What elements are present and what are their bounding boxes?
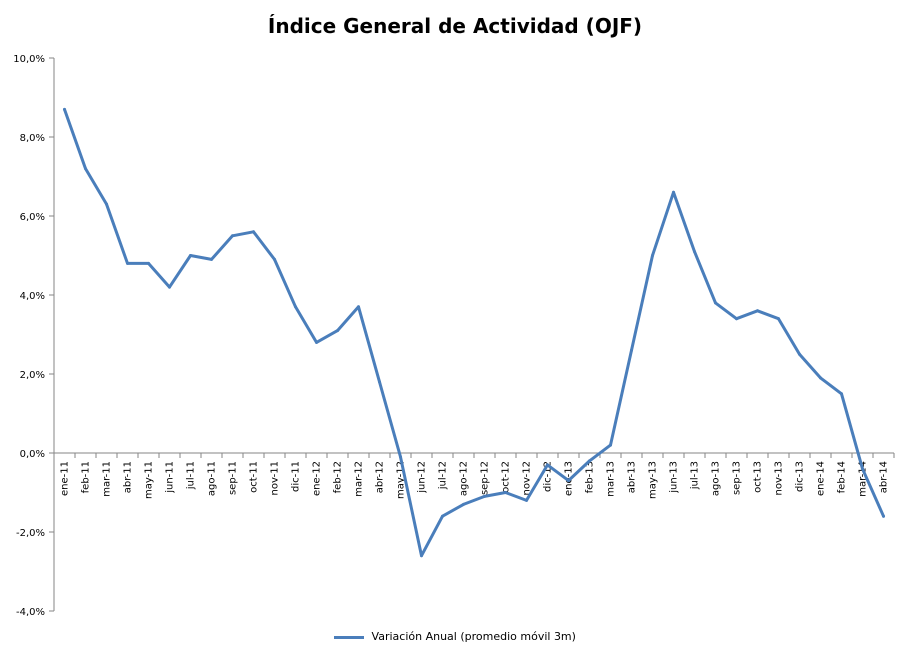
data-point	[357, 305, 360, 309]
x-tick-label: oct-11	[249, 461, 260, 493]
data-point	[126, 261, 129, 265]
x-tick-label: abr-12	[375, 461, 386, 493]
x-tick-label: feb-12	[333, 461, 344, 493]
x-tick-label: mar-13	[606, 461, 617, 497]
data-point	[84, 167, 87, 171]
data-point	[756, 309, 759, 313]
x-tick-label: jun-11	[165, 461, 176, 494]
x-tick-label: mar-14	[858, 461, 869, 497]
x-tick-label: abr-13	[627, 461, 638, 493]
y-axis-ticks: -4,0% -2,0% 0,0% 2,0% 4,0% 6,0% 8,0% 10,0%	[13, 54, 54, 618]
data-point	[630, 348, 633, 352]
data-point	[210, 257, 213, 261]
data-point	[147, 261, 150, 265]
x-axis-ticks: ene-11 feb-11 mar-11 abr-11 may-11 jun-11 jul-…	[53, 453, 895, 499]
axes	[53, 58, 894, 611]
chart-title: Índice General de Actividad (OJF)	[267, 14, 643, 38]
data-point	[819, 376, 822, 380]
x-tick-label: nov-11	[270, 461, 281, 495]
data-point	[420, 554, 423, 558]
data-point	[189, 254, 192, 257]
data-point	[651, 254, 654, 257]
data-point	[252, 230, 255, 234]
data-point	[315, 340, 318, 344]
data-point	[798, 352, 801, 356]
x-tick-label: sep-13	[732, 461, 743, 495]
x-tick-label: jul-13	[690, 461, 701, 490]
x-tick-label: mar-11	[102, 461, 113, 497]
x-tick-label: ago-11	[207, 461, 218, 496]
data-point	[546, 463, 549, 467]
x-tick-label: nov-13	[774, 461, 785, 495]
x-tick-label: abr-11	[123, 461, 134, 493]
x-tick-label: sep-12	[480, 461, 491, 495]
data-point	[504, 491, 507, 494]
legend-swatch	[334, 635, 365, 639]
x-tick-label: ene-12	[312, 461, 323, 496]
y-tick-label: 6,0%	[20, 212, 45, 223]
x-tick-label: jul-11	[186, 461, 197, 490]
x-tick-label: may-12	[396, 461, 407, 499]
y-tick-label: 10,0%	[13, 54, 45, 65]
x-tick-label: feb-13	[585, 461, 596, 493]
data-point	[588, 459, 591, 463]
x-tick-label: ago-12	[459, 461, 470, 496]
data-point	[567, 479, 570, 483]
x-tick-label: feb-14	[837, 461, 848, 493]
x-tick-label: jul-12	[438, 461, 449, 490]
y-tick-label: 8,0%	[20, 133, 45, 144]
series-layer	[63, 107, 885, 558]
x-tick-label: may-11	[144, 461, 155, 499]
y-tick-label: 2,0%	[20, 370, 45, 381]
series-line	[63, 107, 885, 558]
data-point	[273, 257, 276, 261]
data-point	[378, 380, 381, 384]
y-tick-label: 0,0%	[20, 449, 45, 460]
x-tick-label: jun-12	[417, 461, 428, 494]
data-point	[777, 317, 780, 321]
data-point	[714, 301, 717, 305]
data-point	[609, 443, 612, 447]
y-tick-label: -2,0%	[16, 528, 45, 539]
data-point	[735, 317, 738, 321]
y-tick-label: -4,0%	[16, 607, 45, 618]
x-tick-label: sep-11	[228, 461, 239, 495]
data-point	[483, 494, 486, 498]
x-tick-label: dic-12	[543, 461, 554, 492]
data-point	[861, 467, 864, 471]
x-tick-label: ene-11	[60, 461, 71, 496]
x-tick-label: abr-14	[879, 461, 890, 493]
data-point	[336, 329, 339, 333]
x-tick-label: oct-12	[501, 461, 512, 493]
x-tick-label: jun-13	[669, 461, 680, 494]
data-point	[672, 190, 675, 194]
x-tick-label: may-13	[648, 461, 659, 499]
data-point	[882, 514, 885, 518]
data-point	[63, 107, 66, 111]
data-point	[693, 250, 696, 254]
data-point	[105, 202, 108, 206]
x-tick-label: nov-12	[522, 461, 533, 495]
data-point	[840, 392, 843, 396]
x-tick-label: oct-13	[753, 461, 764, 493]
data-point	[462, 502, 465, 506]
data-point	[294, 305, 297, 309]
legend-label: Variación Anual (promedio móvil 3m)	[371, 630, 576, 643]
data-point	[231, 234, 234, 238]
x-tick-label: dic-11	[291, 461, 302, 492]
legend: Variación Anual (promedio móvil 3m)	[0, 630, 910, 643]
data-point	[168, 285, 171, 289]
x-tick-label: feb-11	[81, 461, 92, 493]
x-tick-label: dic-13	[795, 461, 806, 492]
x-tick-label: ene-14	[816, 461, 827, 496]
x-tick-label: ago-13	[711, 461, 722, 496]
data-point	[399, 455, 402, 459]
data-point	[525, 498, 528, 502]
data-point	[441, 514, 444, 518]
x-tick-label: mar-12	[354, 461, 365, 497]
y-tick-label: 4,0%	[20, 291, 45, 302]
